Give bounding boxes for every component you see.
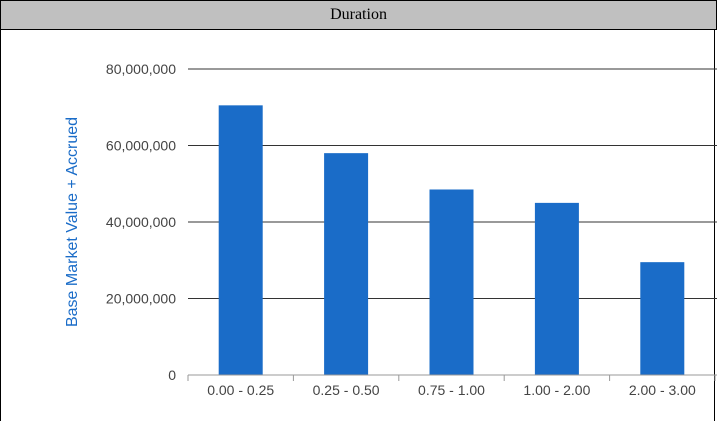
x-axis-ticks: 0.00 - 0.25 0.25 - 0.50 0.75 - 1.00 1.00 - … [187, 375, 716, 398]
y-tick-label: 20,000,000 [106, 291, 176, 307]
grid-lines [188, 68, 717, 299]
x-tick-label: 0.00 - 0.25 [207, 382, 274, 398]
x-tick-label: 2.00 - 3.00 [629, 382, 696, 398]
y-axis-label: Base Market Value + Accrued [64, 117, 81, 327]
x-tick-label: 0.25 - 0.50 [313, 382, 380, 398]
bar [429, 189, 474, 375]
x-tick-label: 1.00 - 2.00 [523, 382, 590, 398]
y-axis-ticks: 0 20,000,000 40,000,000 60,000,000 80,000,00… [106, 61, 176, 383]
x-tick-label: 0.75 - 1.00 [418, 382, 485, 398]
y-tick-label: 0 [168, 367, 176, 383]
bar [324, 153, 369, 375]
bar [218, 105, 263, 376]
page-header: Duration [0, 0, 717, 30]
y-tick-label: 60,000,000 [106, 138, 176, 154]
bar [640, 262, 685, 375]
y-tick-label: 40,000,000 [106, 214, 176, 230]
y-tick-label: 80,000,000 [106, 61, 176, 77]
header-title: Duration [330, 6, 387, 23]
bars [218, 105, 685, 376]
bar [534, 202, 579, 375]
